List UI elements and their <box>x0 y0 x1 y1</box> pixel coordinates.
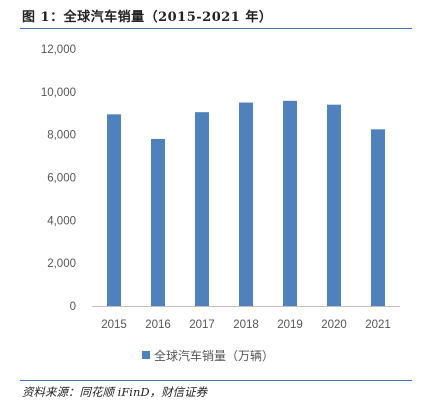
bar-2019 <box>283 100 297 306</box>
x-axis-ticks: 2015 2016 2017 2018 2019 2020 2021 <box>101 319 391 331</box>
x-tick-label: 2017 <box>189 319 215 331</box>
x-tick-label: 2018 <box>233 319 259 331</box>
y-tick-label: 12,000 <box>41 44 76 56</box>
bar-2016 <box>151 138 165 306</box>
bar-2015 <box>107 114 121 306</box>
legend-swatch <box>142 351 150 359</box>
source-note: 资料来源：同花顺 iFinD，财信证券 <box>22 385 208 399</box>
top-divider <box>20 28 412 29</box>
y-tick-label: 10,000 <box>41 87 76 99</box>
legend-label: 全球汽车销量（万辆） <box>154 348 274 363</box>
y-tick-label: 2,000 <box>47 258 76 270</box>
y-tick-label: 8,000 <box>47 130 76 142</box>
x-tick-label: 2019 <box>277 319 303 331</box>
bar-2020 <box>327 104 341 306</box>
y-axis-ticks: 0 2,000 4,000 6,000 8,000 10,000 12,000 <box>41 44 76 313</box>
bar-2017 <box>195 112 209 306</box>
bottom-divider <box>20 380 412 381</box>
x-tick-label: 2021 <box>365 319 391 331</box>
bars <box>107 100 385 307</box>
x-tick-label: 2020 <box>321 319 347 331</box>
chart-title: 图 1：全球汽车销量（2015-2021 年） <box>22 10 273 25</box>
bar-2021 <box>371 129 385 306</box>
y-tick-label: 0 <box>70 301 76 313</box>
y-tick-label: 6,000 <box>47 173 76 185</box>
bar-2018 <box>239 102 253 307</box>
x-tick-label: 2016 <box>145 319 171 331</box>
legend: 全球汽车销量（万辆） <box>142 348 274 363</box>
x-tick-label: 2015 <box>101 319 127 331</box>
y-tick-label: 4,000 <box>47 215 76 227</box>
